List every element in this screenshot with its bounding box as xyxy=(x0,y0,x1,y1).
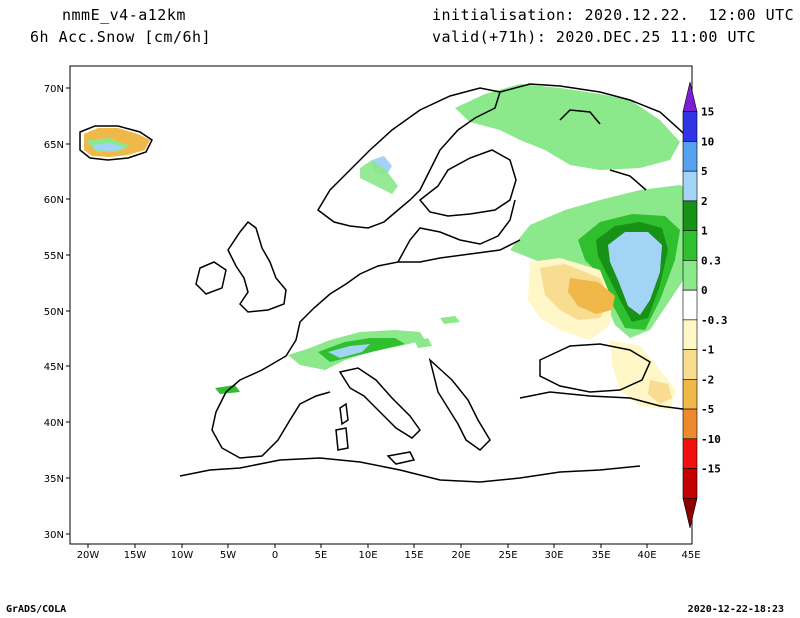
colorbar-swatch xyxy=(682,438,698,469)
alps-snow-blue xyxy=(328,344,370,358)
lon-label-5e: 5E xyxy=(315,550,328,561)
footer-timestamp: 2020-12-22-18:23 xyxy=(687,604,784,615)
init-time: initialisation: 2020.12.22. 12:00 UTC xyxy=(432,6,795,24)
colorbar-swatch xyxy=(682,111,698,142)
model-title: nmmE_v4-a12km xyxy=(62,6,186,24)
lon-label-30e: 30E xyxy=(544,550,563,561)
colorbar-swatch xyxy=(682,141,698,172)
colorbar-label: 1 xyxy=(701,225,708,238)
russia-snow-blue xyxy=(608,232,662,315)
colorbar-swatch xyxy=(682,289,698,321)
iceland-snow-blue xyxy=(92,143,126,151)
colorbar-swatch xyxy=(682,379,698,410)
lon-label-45e: 45E xyxy=(681,550,700,561)
lon-label-0: 0 xyxy=(272,550,278,561)
lon-label-40e: 40E xyxy=(637,550,656,561)
colorbar-label: -2 xyxy=(701,373,714,386)
colorbar-label: 0 xyxy=(701,284,708,297)
colorbar-swatch xyxy=(682,468,698,499)
colorbar-label: 10 xyxy=(701,135,714,148)
lat-label-70: 70N xyxy=(44,84,64,95)
lon-label-25e: 25E xyxy=(498,550,517,561)
lon-label-20e: 20E xyxy=(451,550,470,561)
lon-label-15w: 15W xyxy=(124,550,147,561)
lat-label-50: 50N xyxy=(44,307,64,318)
lon-ticks xyxy=(87,544,648,548)
colorbar-swatch xyxy=(682,497,698,529)
lat-label-45: 45N xyxy=(44,362,64,373)
lon-label-10e: 10E xyxy=(358,550,377,561)
pyrenees-snow xyxy=(215,385,240,394)
lat-label-30: 30N xyxy=(44,530,64,541)
colorbar-label: 0.3 xyxy=(701,254,721,267)
colorbar-label: 2 xyxy=(701,195,708,208)
colorbar-label: -1 xyxy=(701,344,715,357)
lat-ticks xyxy=(66,87,70,535)
colorbar-label: 5 xyxy=(701,165,708,178)
scandinavia-snow xyxy=(455,84,680,170)
colorbar-label: 15 xyxy=(701,106,714,119)
central-europe-snow xyxy=(440,316,460,324)
colorbar-label: -15 xyxy=(701,463,721,476)
lat-label-65: 65N xyxy=(44,140,64,151)
footer-software: GrADS/COLA xyxy=(6,604,67,615)
balkans-snow xyxy=(415,338,432,348)
lon-axis: 20W 15W 10W 5W 0 5E 10E 15E 20E 25E 30E … xyxy=(77,550,701,561)
colorbar-swatch xyxy=(682,230,698,261)
lat-label-55: 55N xyxy=(44,251,64,262)
lon-label-35e: 35E xyxy=(591,550,610,561)
coastlines xyxy=(79,83,691,483)
colorbar: 15 10 5 2 1 0.3 0 -0.3 -1 -2 -5 -10 -15 xyxy=(682,81,728,529)
turkey-orange xyxy=(648,380,672,404)
lat-label-40: 40N xyxy=(44,418,64,429)
colorbar-swatch xyxy=(682,200,698,231)
colorbar-swatch xyxy=(682,319,698,350)
norway-snow-green xyxy=(360,160,398,194)
lon-label-10w: 10W xyxy=(171,550,194,561)
lat-axis: 70N 65N 60N 55N 50N 45N 40N 35N 30N xyxy=(44,84,64,541)
lon-label-5w: 5W xyxy=(220,550,236,561)
colorbar-swatch xyxy=(682,170,698,202)
colorbar-label: -5 xyxy=(701,403,714,416)
lon-label-20w: 20W xyxy=(77,550,100,561)
colorbar-swatch xyxy=(682,408,698,440)
colorbar-label: -0.3 xyxy=(701,314,728,327)
snow-field xyxy=(84,84,690,410)
valid-time: valid(+71h): 2020.DEC.25 11:00 UTC xyxy=(432,28,757,46)
colorbar-label: -10 xyxy=(701,433,721,446)
ukraine-rain-orange-dark xyxy=(568,278,615,314)
lon-label-15e: 15E xyxy=(404,550,423,561)
lat-label-35: 35N xyxy=(44,474,64,485)
colorbar-swatch xyxy=(682,260,698,291)
field-title: 6h Acc.Snow [cm/6h] xyxy=(30,28,212,46)
colorbar-swatch xyxy=(682,349,698,380)
lat-label-60: 60N xyxy=(44,195,64,206)
